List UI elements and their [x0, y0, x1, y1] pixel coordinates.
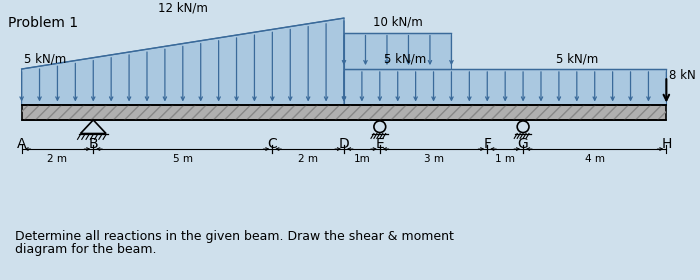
Text: 3 m: 3 m — [424, 154, 444, 164]
Text: 5 m: 5 m — [173, 154, 193, 164]
Text: 5 kN/m: 5 kN/m — [24, 52, 66, 65]
Text: 1 m: 1 m — [495, 154, 515, 164]
Text: H: H — [662, 137, 671, 151]
Text: 10 kN/m: 10 kN/m — [373, 16, 423, 29]
Text: G: G — [518, 137, 528, 151]
Text: 2 m: 2 m — [48, 154, 67, 164]
Text: 1m: 1m — [354, 154, 370, 164]
Text: Problem 1: Problem 1 — [8, 16, 78, 30]
Polygon shape — [344, 69, 666, 105]
Text: diagram for the beam.: diagram for the beam. — [15, 243, 156, 256]
Polygon shape — [22, 105, 666, 120]
Text: Determine all reactions in the given beam. Draw the shear & moment: Determine all reactions in the given bea… — [15, 230, 454, 242]
Text: 5 kN/m: 5 kN/m — [384, 52, 426, 65]
Text: 8 kN: 8 kN — [669, 69, 696, 81]
Polygon shape — [22, 18, 344, 105]
Text: C: C — [267, 137, 277, 151]
Text: 5 kN/m: 5 kN/m — [556, 52, 598, 65]
Text: E: E — [375, 137, 384, 151]
Text: 2 m: 2 m — [298, 154, 318, 164]
Text: B: B — [88, 137, 98, 151]
Text: F: F — [483, 137, 491, 151]
Text: A: A — [17, 137, 27, 151]
Text: 12 kN/m: 12 kN/m — [158, 1, 208, 14]
Polygon shape — [344, 33, 452, 69]
Text: 4 m: 4 m — [584, 154, 605, 164]
Text: D: D — [339, 137, 349, 151]
